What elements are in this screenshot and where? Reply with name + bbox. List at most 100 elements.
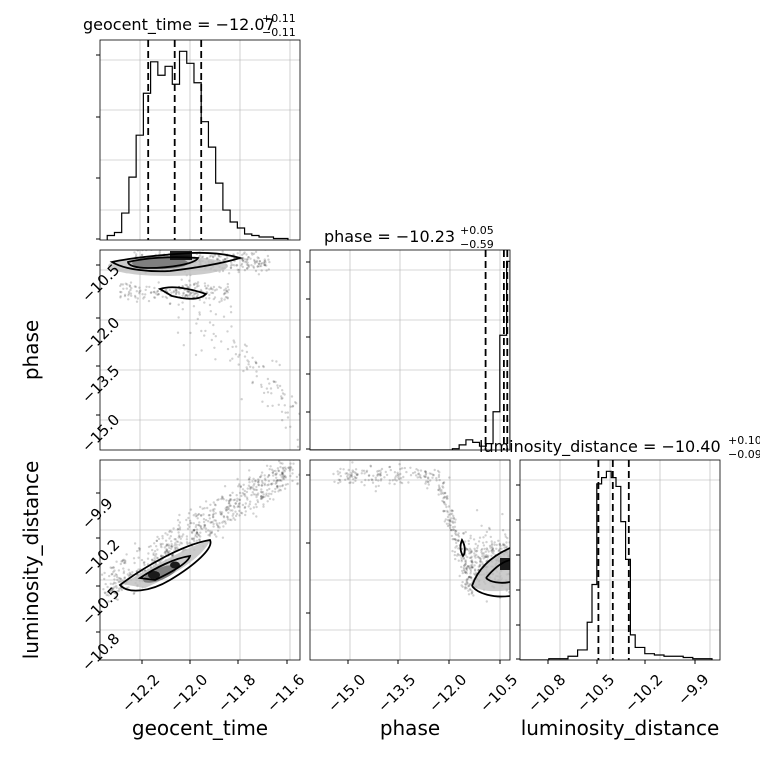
scatter-point [222, 498, 225, 501]
scatter-point [438, 487, 442, 490]
scatter-point [449, 524, 452, 527]
scatter-point [143, 563, 146, 567]
scatter-point [469, 576, 473, 579]
scatter-point [470, 555, 473, 558]
scatter-point [242, 483, 245, 486]
scatter-point [294, 401, 297, 404]
scatter-point [201, 255, 205, 258]
scatter-point [476, 546, 479, 550]
scatter-point [274, 487, 277, 491]
scatter-point [279, 461, 282, 465]
scatter-point [226, 506, 229, 509]
scatter-point [197, 513, 200, 516]
scatter-point [198, 313, 201, 316]
scatter-point [449, 528, 453, 532]
scatter-point [155, 545, 158, 548]
scatter-point [209, 286, 213, 289]
scatter-point [213, 346, 216, 349]
scatter-point [470, 590, 474, 593]
scatter-point [222, 293, 226, 296]
title-luminosity_distance: luminosity_distance = −10.40 +0.10 −0.09 [479, 434, 760, 461]
scatter-point [212, 512, 215, 516]
scatter-point [213, 519, 216, 522]
scatter-point [490, 549, 493, 553]
title-phase-sup: +0.05 [460, 224, 494, 237]
scatter-point [246, 359, 249, 362]
scatter-point [140, 254, 144, 257]
scatter-point [443, 502, 446, 505]
scatter-point [451, 526, 455, 529]
scatter-point [117, 589, 121, 592]
scatter-point [498, 549, 501, 552]
scatter-point [354, 477, 357, 480]
scatter-point [155, 552, 158, 556]
scatter-point [229, 359, 232, 362]
scatter-point [501, 512, 504, 516]
scatter-point [153, 557, 156, 560]
scatter-point [346, 477, 349, 480]
scatter-point [488, 526, 491, 530]
scatter-point [444, 491, 447, 495]
scatter-point [230, 518, 233, 522]
scatter-point [181, 285, 184, 288]
scatter-point [272, 479, 276, 482]
scatter-point [260, 497, 263, 500]
scatter-point [222, 516, 226, 519]
scatter-point [284, 475, 287, 478]
scatter-point [245, 263, 249, 266]
scatter-point [485, 600, 488, 603]
scatter-point [256, 265, 259, 268]
scatter-point [192, 305, 196, 308]
scatter-point [388, 465, 391, 469]
scatter-point [185, 518, 188, 522]
scatter-point [172, 290, 176, 293]
scatter-point [204, 530, 208, 533]
scatter-point [388, 465, 392, 469]
scatter-point [241, 349, 244, 352]
scatter-point [233, 518, 237, 521]
scatter-point [267, 474, 271, 477]
scatter-point [470, 576, 473, 580]
scatter-point [464, 530, 467, 534]
scatter-point [199, 524, 202, 528]
scatter-point [461, 547, 464, 551]
scatter-point [289, 405, 292, 408]
scatter-point [305, 455, 307, 457]
scatter-point [268, 497, 272, 501]
scatter-point [197, 534, 201, 537]
scatter-point [188, 293, 191, 297]
scatter-point [307, 436, 309, 438]
scatter-point [226, 291, 229, 294]
scatter-point [467, 542, 471, 546]
scatter-point [427, 477, 430, 480]
scatter-point [430, 472, 433, 476]
scatter-point [281, 477, 284, 480]
scatter-point [158, 251, 161, 254]
scatter-point [437, 488, 440, 492]
scatter-point [424, 473, 427, 476]
scatter-point [488, 544, 492, 548]
scatter-point [268, 260, 271, 264]
scatter-point [182, 344, 185, 347]
scatter-point [365, 469, 369, 472]
scatter-point [333, 480, 336, 483]
scatter-point [466, 555, 469, 559]
scatter-point [256, 492, 260, 495]
scatter-point [130, 287, 133, 290]
scatter-point [243, 258, 247, 261]
scatter-point [182, 291, 185, 294]
scatter-point [466, 577, 470, 580]
scatter-point [275, 481, 278, 484]
scatter-point [409, 474, 413, 477]
scatter-point [174, 538, 177, 541]
scatter-point [193, 540, 196, 543]
scatter-point [388, 482, 391, 485]
scatter-point [462, 532, 465, 535]
scatter-point [119, 296, 122, 299]
scatter-point [229, 498, 232, 501]
scatter-point [260, 495, 263, 498]
scatter-point [153, 542, 156, 545]
scatter-point [306, 413, 308, 415]
scatter-point [199, 535, 202, 538]
scatter-point [228, 494, 232, 497]
